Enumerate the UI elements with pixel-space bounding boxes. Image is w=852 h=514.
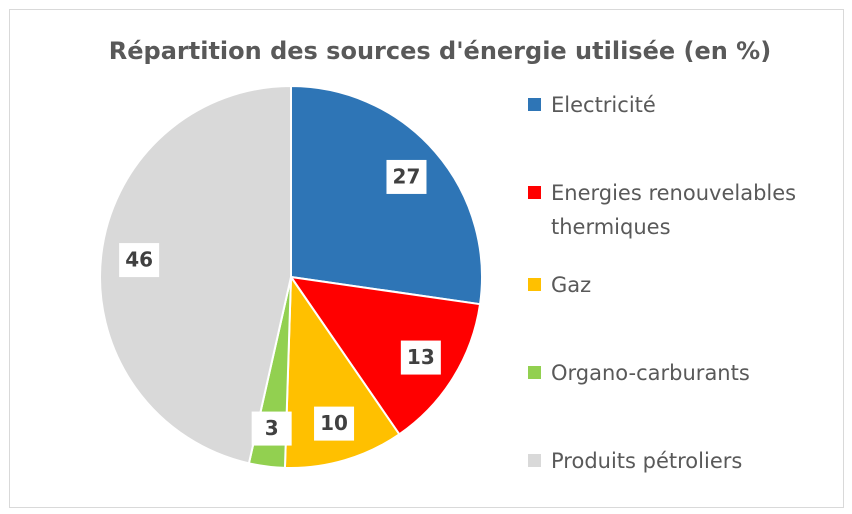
data-label-box xyxy=(119,243,160,278)
legend-label: Produits pétroliers xyxy=(551,449,743,473)
legend-item: Electricité xyxy=(528,88,841,122)
legend-label: Gaz xyxy=(551,273,592,297)
data-label-box xyxy=(386,159,427,194)
data-label: 27 xyxy=(393,164,421,188)
legend-item: Energies renouvelables thermiques xyxy=(528,176,841,244)
data-label-box xyxy=(251,411,292,446)
legend-item: Produits pétroliers xyxy=(528,444,841,478)
pie-slice xyxy=(288,275,482,436)
data-label: 13 xyxy=(407,345,435,369)
data-label: 46 xyxy=(125,248,153,272)
chart-title: Répartition des sources d'énergie utilis… xyxy=(109,37,771,65)
legend-swatch xyxy=(528,454,541,467)
legend-swatch xyxy=(528,366,541,379)
legend-swatch xyxy=(528,278,541,291)
legend-label: Electricité xyxy=(551,93,656,117)
pie-slice xyxy=(99,84,292,465)
legend-label: Energies renouvelables thermiques xyxy=(551,181,797,239)
data-label: 10 xyxy=(320,411,348,435)
legend-item: Gaz xyxy=(528,268,841,302)
legend-label: Organo-carburants xyxy=(551,361,750,385)
pie-slice xyxy=(283,273,401,469)
legend-swatch xyxy=(528,98,541,111)
pie-slice xyxy=(290,84,483,306)
legend-item: Organo-carburants xyxy=(528,356,841,390)
legend-swatch xyxy=(528,186,541,199)
data-label: 3 xyxy=(265,416,279,440)
data-label-box xyxy=(314,406,355,441)
data-label-box xyxy=(400,340,441,375)
